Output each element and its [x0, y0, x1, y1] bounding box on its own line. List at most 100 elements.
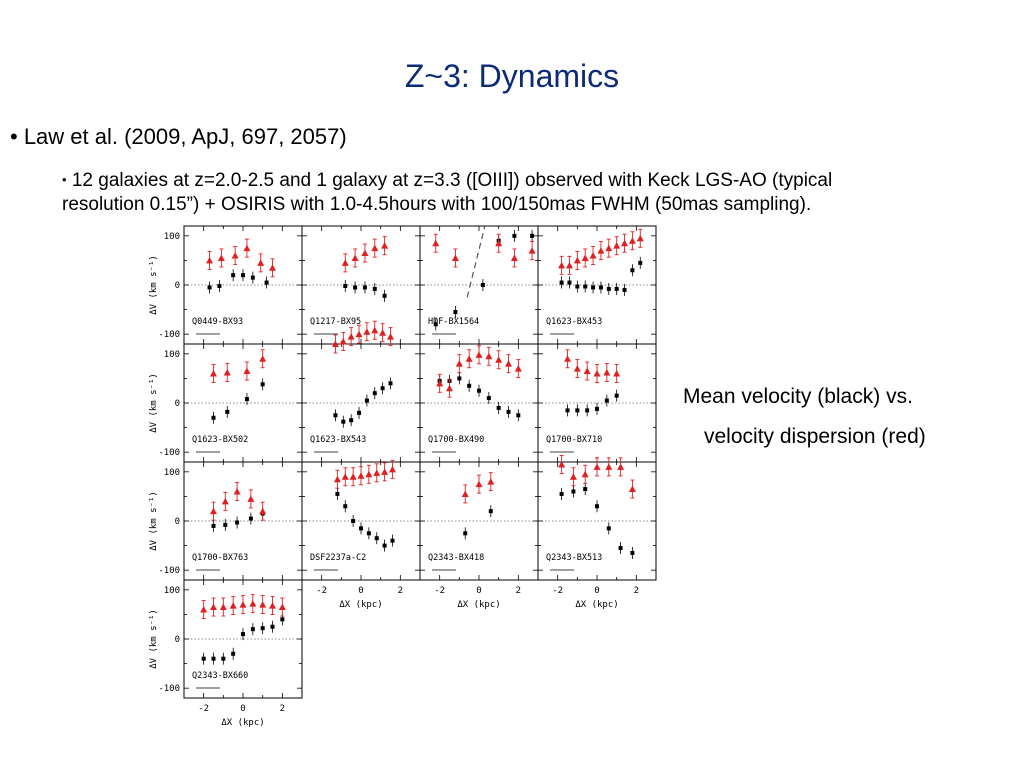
- bullet-details: • 12 galaxies at z=2.0-2.5 and 1 galaxy …: [62, 168, 1012, 217]
- dispersion-point: [347, 333, 355, 340]
- dispersion-point: [621, 239, 629, 247]
- panel-label: Q1700-BX710: [546, 435, 602, 445]
- dispersion-point: [217, 254, 225, 261]
- dispersion-point: [269, 602, 276, 609]
- bullet-marker: •: [62, 172, 67, 187]
- x-tick-label: -2: [552, 586, 563, 596]
- x-tick-label: -2: [316, 586, 327, 596]
- mean-velocity-point: [235, 520, 240, 525]
- panel-q1623-bx502: Q1623-BX502 100 0 -100 ΔV (km s⁻¹): [149, 343, 303, 463]
- dispersion-point: [558, 460, 566, 468]
- x-tick-label: 2: [398, 586, 403, 596]
- y-axis-label: ΔV (km s⁻¹): [149, 373, 159, 433]
- dispersion-point: [339, 338, 347, 345]
- dispersion-point: [379, 329, 387, 336]
- mean-velocity-point: [583, 284, 588, 289]
- mean-velocity-point: [335, 491, 340, 496]
- mean-velocity-point: [280, 617, 285, 622]
- dispersion-point: [243, 244, 251, 252]
- dispersion-point: [269, 264, 276, 271]
- mean-velocity-point: [260, 382, 265, 387]
- panel-q2343-bx513: Q2343-BX513 -2 0 2 ΔX (kpc): [537, 455, 657, 610]
- dispersion-point: [371, 326, 379, 334]
- mean-velocity-point: [583, 487, 588, 492]
- dispersion-point: [219, 603, 227, 611]
- dispersion-point: [617, 463, 625, 470]
- mean-velocity-point: [217, 283, 222, 288]
- panel-hdf-bx1564: HDF-BX1564: [419, 225, 539, 345]
- dispersion-point: [259, 507, 267, 515]
- dispersion-point: [341, 259, 349, 266]
- dispersion-point: [432, 239, 440, 247]
- mean-velocity-point: [567, 280, 572, 285]
- dispersion-point: [210, 370, 217, 377]
- x-axis-label: ΔX (kpc): [457, 600, 500, 610]
- dispersion-point: [381, 242, 389, 249]
- mean-velocity-point: [565, 408, 570, 413]
- dispersion-point: [593, 370, 601, 377]
- dispersion-point: [605, 463, 613, 470]
- x-axis-label: ΔX (kpc): [221, 718, 264, 728]
- mean-velocity-point: [362, 285, 367, 290]
- mean-velocity-point: [390, 538, 395, 543]
- dispersion-point: [247, 495, 255, 502]
- mean-velocity-point: [343, 504, 348, 509]
- dispersion-point: [528, 247, 536, 254]
- panel-dsf2237a-c2: DSF2237a-C2 -2 0 2 ΔX (kpc): [301, 459, 421, 610]
- dispersion-point: [259, 601, 267, 608]
- mean-velocity-point: [559, 491, 564, 496]
- mean-velocity-point: [223, 522, 228, 527]
- dispersion-point: [613, 370, 621, 377]
- x-tick-label: 0: [358, 586, 363, 596]
- dispersion-point: [636, 234, 644, 242]
- mean-velocity-point: [516, 413, 521, 418]
- dispersion-point: [564, 355, 571, 362]
- dispersion-point: [210, 507, 217, 515]
- mean-velocity-point: [244, 397, 249, 402]
- mean-velocity-point: [630, 550, 635, 555]
- dispersion-point: [331, 340, 339, 347]
- panel-label: HDF-BX1564: [428, 317, 479, 327]
- panel-q2343-bx418: Q2343-BX418 -2 0 2 ΔX (kpc): [419, 461, 539, 610]
- mean-velocity-point: [231, 273, 236, 278]
- dispersion-point: [249, 600, 257, 607]
- mean-velocity-point: [221, 656, 226, 661]
- mean-velocity-point: [353, 285, 358, 290]
- mean-velocity-point: [211, 523, 216, 528]
- dispersion-point: [355, 330, 363, 338]
- mean-velocity-point: [598, 285, 603, 290]
- dispersion-point: [573, 256, 581, 264]
- mean-velocity-point: [372, 391, 377, 396]
- dispersion-point: [505, 360, 512, 367]
- dispersion-point: [446, 384, 453, 392]
- dispersion-point: [565, 261, 573, 269]
- y-tick-label: 100: [164, 586, 180, 596]
- mean-velocity-point: [506, 409, 511, 414]
- dispersion-point: [221, 497, 229, 505]
- dispersion-point: [373, 469, 381, 476]
- x-tick-label: 0: [594, 586, 599, 596]
- dispersion-point: [597, 247, 605, 254]
- mean-velocity-point: [359, 526, 363, 531]
- dispersion-point: [206, 256, 214, 264]
- y-tick-label: 0: [175, 517, 180, 527]
- dispersion-point: [233, 488, 241, 495]
- panel-label: Q1700-BX490: [428, 435, 484, 445]
- y-axis-label: ΔV (km s⁻¹): [149, 491, 159, 551]
- dispersion-point: [487, 478, 495, 485]
- dispersion-point: [229, 602, 237, 609]
- mean-velocity-point: [618, 546, 623, 551]
- mean-velocity-point: [606, 286, 611, 291]
- x-tick-label: 2: [516, 586, 521, 596]
- mean-velocity-point: [211, 415, 216, 420]
- dispersion-point: [581, 470, 589, 478]
- dispersion-point: [278, 603, 286, 611]
- mean-velocity-point: [211, 656, 216, 661]
- mean-velocity-point: [512, 233, 517, 238]
- mean-velocity-point: [207, 285, 212, 290]
- dispersion-point: [357, 472, 365, 479]
- y-axis-label: ΔV (km s⁻¹): [149, 255, 159, 315]
- mean-velocity-point: [467, 383, 472, 388]
- panel-label: Q1217-BX95: [310, 317, 361, 327]
- dispersion-point: [259, 355, 267, 362]
